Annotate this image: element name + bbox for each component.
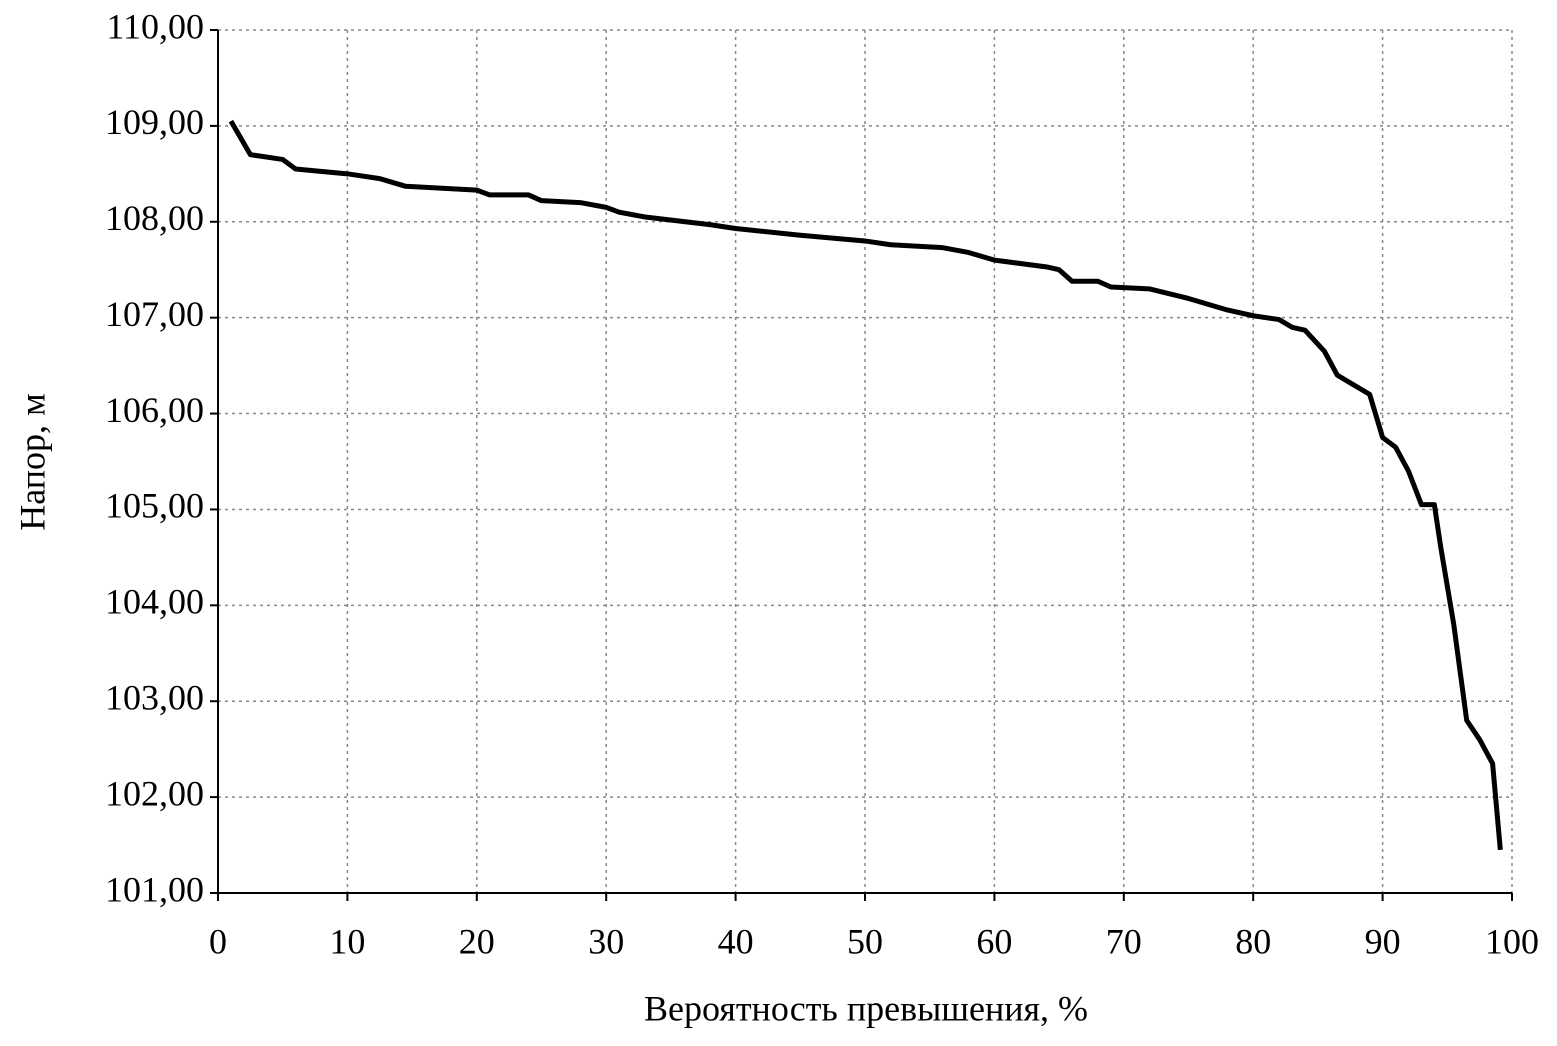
x-tick-label: 0 (209, 921, 227, 961)
data-line (228, 119, 1503, 851)
x-tick-label: 50 (847, 921, 883, 961)
x-tick-label: 20 (459, 921, 495, 961)
x-axis-title: Вероятность превышения, % (644, 988, 1088, 1028)
y-tick-label: 103,00 (105, 677, 204, 717)
y-tick-label: 108,00 (105, 198, 204, 238)
y-tick-label: 110,00 (106, 6, 204, 46)
x-tick-label: 60 (976, 921, 1012, 961)
y-tick-label: 101,00 (105, 869, 204, 909)
y-tick-label: 104,00 (105, 582, 204, 622)
y-tick-label: 107,00 (105, 294, 204, 334)
y-axis-title: Напор, м (12, 393, 52, 531)
y-tick-label: 106,00 (105, 390, 204, 430)
x-tick-label: 10 (329, 921, 365, 961)
y-tick-label: 105,00 (105, 486, 204, 526)
x-tick-label: 70 (1106, 921, 1142, 961)
x-tick-label: 100 (1485, 921, 1539, 961)
x-tick-label: 80 (1235, 921, 1271, 961)
y-tick-label: 109,00 (105, 102, 204, 142)
y-tick-label: 102,00 (105, 773, 204, 813)
x-tick-label: 40 (718, 921, 754, 961)
x-tick-label: 30 (588, 921, 624, 961)
x-tick-label: 90 (1365, 921, 1401, 961)
